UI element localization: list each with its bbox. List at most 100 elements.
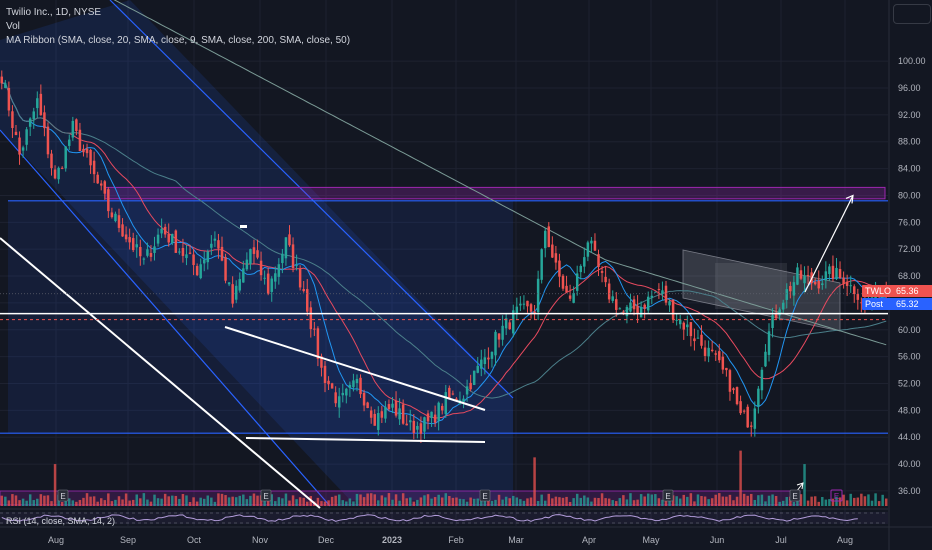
candle-body <box>384 406 387 419</box>
candle-body <box>362 392 366 406</box>
candle-body <box>334 392 337 404</box>
volume-bar <box>845 500 849 506</box>
candle <box>224 253 227 284</box>
candle <box>18 131 21 165</box>
settings-box[interactable] <box>893 4 931 24</box>
volume-bar <box>405 498 408 506</box>
candle-body <box>160 228 163 234</box>
projection-arrow-head <box>845 194 854 204</box>
candle-body <box>213 238 217 241</box>
candle <box>171 233 174 246</box>
volume-bar <box>838 497 842 506</box>
candle <box>92 151 96 183</box>
volume-bar <box>785 496 789 506</box>
candle <box>767 323 771 362</box>
volume-bar <box>149 501 153 506</box>
candle <box>860 297 863 313</box>
ma-ribbon-indicator-label[interactable]: MA Ribbon (SMA, close, 20, SMA, close, 9… <box>6 35 351 46</box>
candle <box>416 421 419 439</box>
volume-bar <box>224 495 227 506</box>
candle <box>543 227 547 258</box>
y-tick-label: 36.00 <box>898 486 921 496</box>
volume-bar <box>551 498 554 506</box>
volume-bar <box>860 493 863 506</box>
candle <box>160 218 163 239</box>
rsi-indicator-label[interactable]: RSI (14, close, SMA, 14, 2) <box>6 516 116 526</box>
candle-body <box>554 253 558 263</box>
candle <box>718 343 721 363</box>
descending-channel-lower <box>0 129 331 507</box>
candle <box>529 302 533 319</box>
candle-body <box>515 306 519 315</box>
volume-bar <box>448 496 451 506</box>
candle-body <box>579 265 582 273</box>
candle <box>7 81 11 117</box>
candle-body <box>657 288 661 290</box>
candle <box>440 403 444 415</box>
candle <box>131 232 135 253</box>
volume-bar <box>654 494 657 506</box>
candle-body <box>99 183 103 186</box>
candle <box>469 374 472 392</box>
candle-body <box>842 277 845 285</box>
candle-body <box>142 258 146 260</box>
candle <box>266 267 270 296</box>
volume-bar <box>210 497 213 506</box>
candle <box>433 405 437 427</box>
candle-body <box>188 252 192 254</box>
candle-body <box>348 384 352 388</box>
candle-body <box>682 322 686 330</box>
volume-bar <box>89 496 92 506</box>
candle-body <box>68 139 71 146</box>
candle <box>710 340 714 353</box>
candle <box>387 399 391 411</box>
volume-indicator-label[interactable]: Vol <box>6 21 20 32</box>
candle-body <box>210 243 213 248</box>
candle <box>188 244 192 255</box>
candle-body <box>330 383 334 389</box>
volume-bar <box>380 495 384 506</box>
volume-bar <box>583 495 586 506</box>
volume-bar <box>298 497 302 506</box>
earnings-marker-letter: E <box>792 492 797 501</box>
volume-bar <box>781 500 785 506</box>
volume-bar <box>767 495 771 506</box>
candle <box>590 237 593 253</box>
candle-body <box>700 334 703 346</box>
symbol-title[interactable]: Twilio Inc., 1D, NYSE <box>6 7 102 18</box>
candle <box>270 276 273 302</box>
volume-bar <box>803 464 806 506</box>
candle-body <box>288 234 291 246</box>
volume-bar <box>291 495 295 506</box>
candle <box>764 344 767 368</box>
candle-body <box>625 306 629 317</box>
candle-layer <box>0 70 888 444</box>
candle-body <box>25 129 28 145</box>
candle <box>124 226 128 243</box>
volume-bar <box>330 496 334 506</box>
volume-bar <box>540 494 543 506</box>
candle <box>838 261 842 280</box>
candle <box>472 370 476 386</box>
candle-body <box>217 240 220 249</box>
volume-bar <box>867 494 870 506</box>
volume-bar <box>877 501 881 506</box>
candle <box>792 275 796 306</box>
volume-bar <box>369 493 373 506</box>
candle <box>337 387 341 418</box>
volume-bar <box>792 501 796 506</box>
candle-body <box>50 153 53 169</box>
y-tick-label: 96.00 <box>898 83 921 93</box>
candle <box>330 382 334 389</box>
candle <box>568 284 572 302</box>
volume-bar <box>735 496 739 506</box>
candle-body <box>476 365 479 373</box>
volume-bar <box>53 464 57 506</box>
volume-bar <box>341 500 345 506</box>
candle <box>242 260 245 283</box>
volume-bar <box>274 501 277 506</box>
candle <box>629 293 632 313</box>
candle-body <box>96 174 99 184</box>
candle <box>277 258 281 285</box>
